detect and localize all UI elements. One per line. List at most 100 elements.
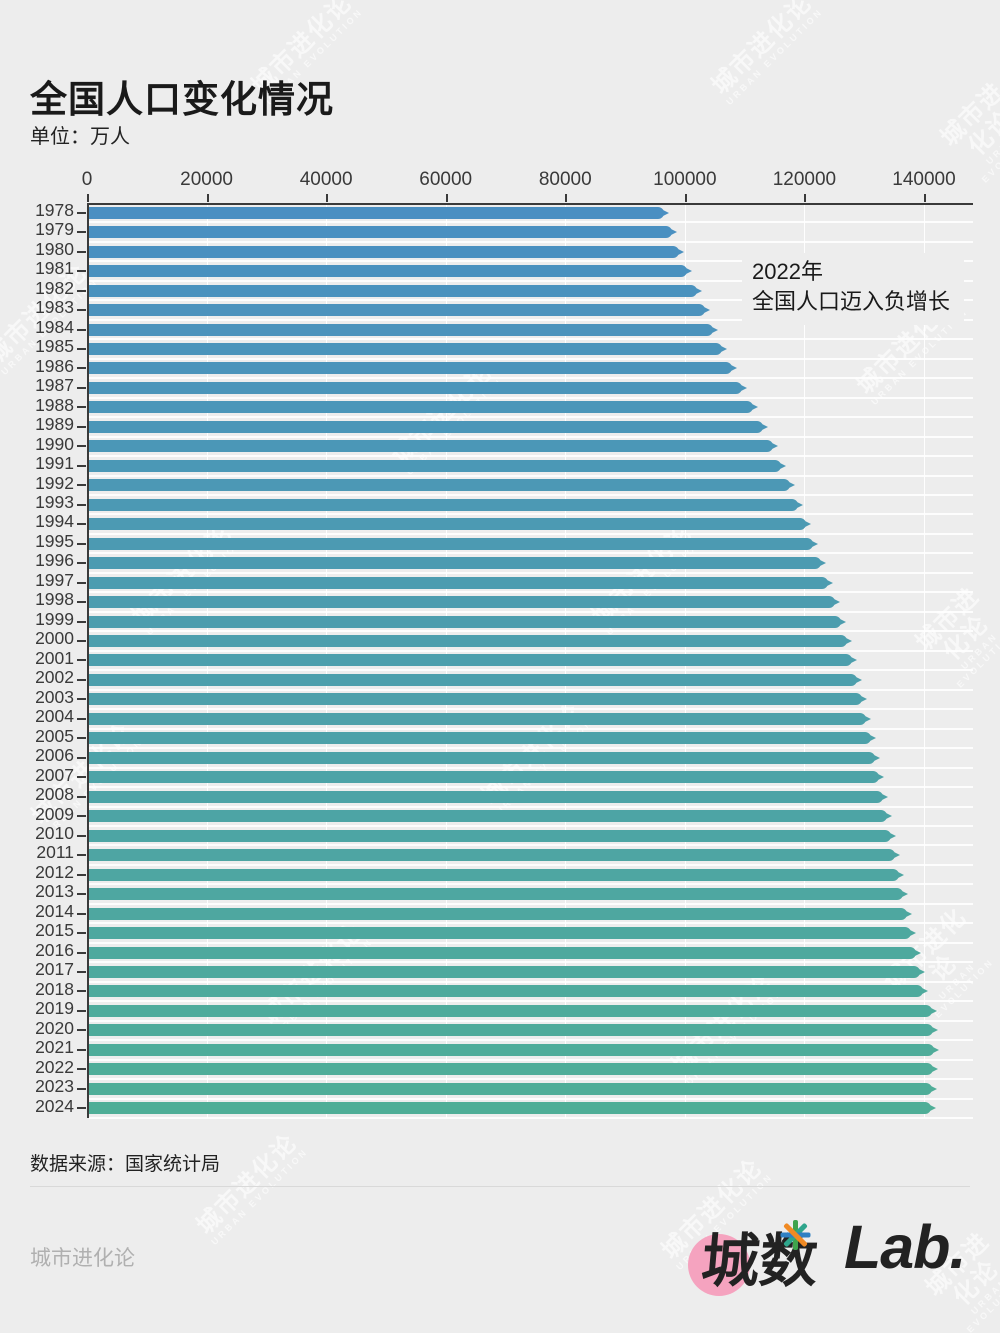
bar-tip-1979 — [669, 228, 678, 237]
y-axis-tick — [77, 601, 86, 604]
y-axis-tick — [77, 328, 86, 331]
year-label: 2023 — [35, 1076, 74, 1097]
row-separator — [89, 377, 973, 380]
y-axis-tick — [77, 737, 86, 740]
population-bar-2016 — [89, 946, 916, 959]
bar-tip-2007 — [875, 773, 884, 782]
population-bar-1986 — [89, 362, 732, 375]
row-separator — [89, 279, 973, 282]
year-label: 2021 — [35, 1037, 74, 1058]
bar-row — [89, 729, 973, 748]
bar-row — [89, 534, 973, 553]
year-label: 1994 — [35, 511, 74, 532]
row-separator — [89, 727, 973, 730]
x-axis-tick-label: 100000 — [653, 169, 717, 190]
bar-tip-2012 — [895, 870, 904, 879]
bar-row — [89, 962, 973, 981]
bar-tip-1992 — [786, 481, 795, 490]
year-label: 2005 — [35, 725, 74, 746]
year-label: 2008 — [35, 784, 74, 805]
logo-en-text: Lab. — [844, 1213, 966, 1281]
year-label: 2020 — [35, 1017, 74, 1038]
annotation-line2: 全国人口迈入负增长 — [752, 289, 951, 314]
population-bar-1985 — [89, 342, 722, 355]
logo-asterisk-icon — [780, 1220, 811, 1250]
population-bar-1991 — [89, 459, 782, 472]
watermark-en: URBAN EVOLUTION — [724, 6, 826, 108]
bar-tip-2013 — [899, 890, 908, 899]
bar-row — [89, 359, 973, 378]
population-bar-1995 — [89, 537, 814, 550]
x-axis-tick — [87, 194, 89, 202]
y-axis-tick — [77, 386, 86, 389]
population-bar-2011 — [89, 849, 895, 862]
bar-row — [89, 339, 973, 358]
bar-tip-1985 — [718, 344, 727, 353]
population-bar-1979 — [89, 226, 673, 239]
bar-tip-2003 — [858, 695, 867, 704]
row-separator — [89, 435, 973, 438]
row-separator — [89, 396, 973, 399]
vertical-gridline — [923, 205, 925, 1118]
plot-area — [77, 194, 973, 1119]
bar-row — [89, 456, 973, 475]
y-axis-tick — [77, 912, 86, 915]
y-axis-tick — [77, 698, 86, 701]
bar-row — [89, 884, 973, 903]
bar-row — [89, 476, 973, 495]
y-axis-tick — [77, 990, 86, 993]
watermark-cn: 城市进化论 — [935, 77, 1000, 162]
year-label: 2003 — [35, 686, 74, 707]
year-label: 1986 — [35, 355, 74, 376]
population-bar-2005 — [89, 732, 871, 745]
bar-row — [89, 1021, 973, 1040]
y-axis-tick — [77, 970, 86, 973]
year-label: 2001 — [35, 647, 74, 668]
row-separator — [89, 922, 973, 925]
bar-row — [89, 807, 973, 826]
population-bar-1993 — [89, 498, 798, 511]
row-separator — [89, 455, 973, 458]
brand-name-left: 城市进化论 — [30, 1247, 135, 1270]
y-axis-tick — [77, 484, 86, 487]
row-separator — [89, 1000, 973, 1003]
population-bar-2004 — [89, 712, 867, 725]
year-label: 2024 — [35, 1095, 74, 1116]
row-separator — [89, 474, 973, 477]
y-axis-tick — [77, 211, 86, 214]
bar-row — [89, 982, 973, 1001]
bar-row — [89, 1099, 973, 1118]
population-bar-2006 — [89, 751, 875, 764]
bar-tip-2015 — [907, 929, 916, 938]
year-label: 2012 — [35, 861, 74, 882]
year-label: 1997 — [35, 569, 74, 590]
y-axis-tick — [77, 1107, 86, 1110]
y-axis-tick — [77, 445, 86, 448]
population-bar-2001 — [89, 654, 853, 667]
y-axis-tick — [77, 348, 86, 350]
year-label: 1978 — [35, 200, 74, 220]
year-label: 2007 — [35, 764, 74, 785]
year-label: 1985 — [35, 336, 74, 357]
population-bar-1982 — [89, 284, 697, 297]
population-bar-2017 — [89, 965, 921, 978]
bar-row — [89, 222, 973, 241]
bar-row — [89, 631, 973, 650]
row-separator — [89, 883, 973, 886]
page-title: 全国人口变化情况 — [30, 78, 334, 120]
bar-tip-1981 — [684, 267, 693, 276]
population-bar-2014 — [89, 907, 907, 920]
population-bar-1981 — [89, 265, 688, 278]
bar-tip-1995 — [810, 539, 819, 548]
logo-pink-circle-icon — [688, 1234, 750, 1296]
population-bar-1992 — [89, 479, 790, 492]
y-axis-tick — [77, 542, 86, 545]
bar-row — [89, 553, 973, 572]
x-axis-tick — [923, 194, 926, 202]
bar-tip-2000 — [843, 637, 852, 645]
year-label: 2014 — [35, 900, 74, 921]
population-bar-1988 — [89, 401, 753, 414]
year-label: 1995 — [35, 530, 74, 551]
year-label: 1991 — [35, 453, 74, 474]
